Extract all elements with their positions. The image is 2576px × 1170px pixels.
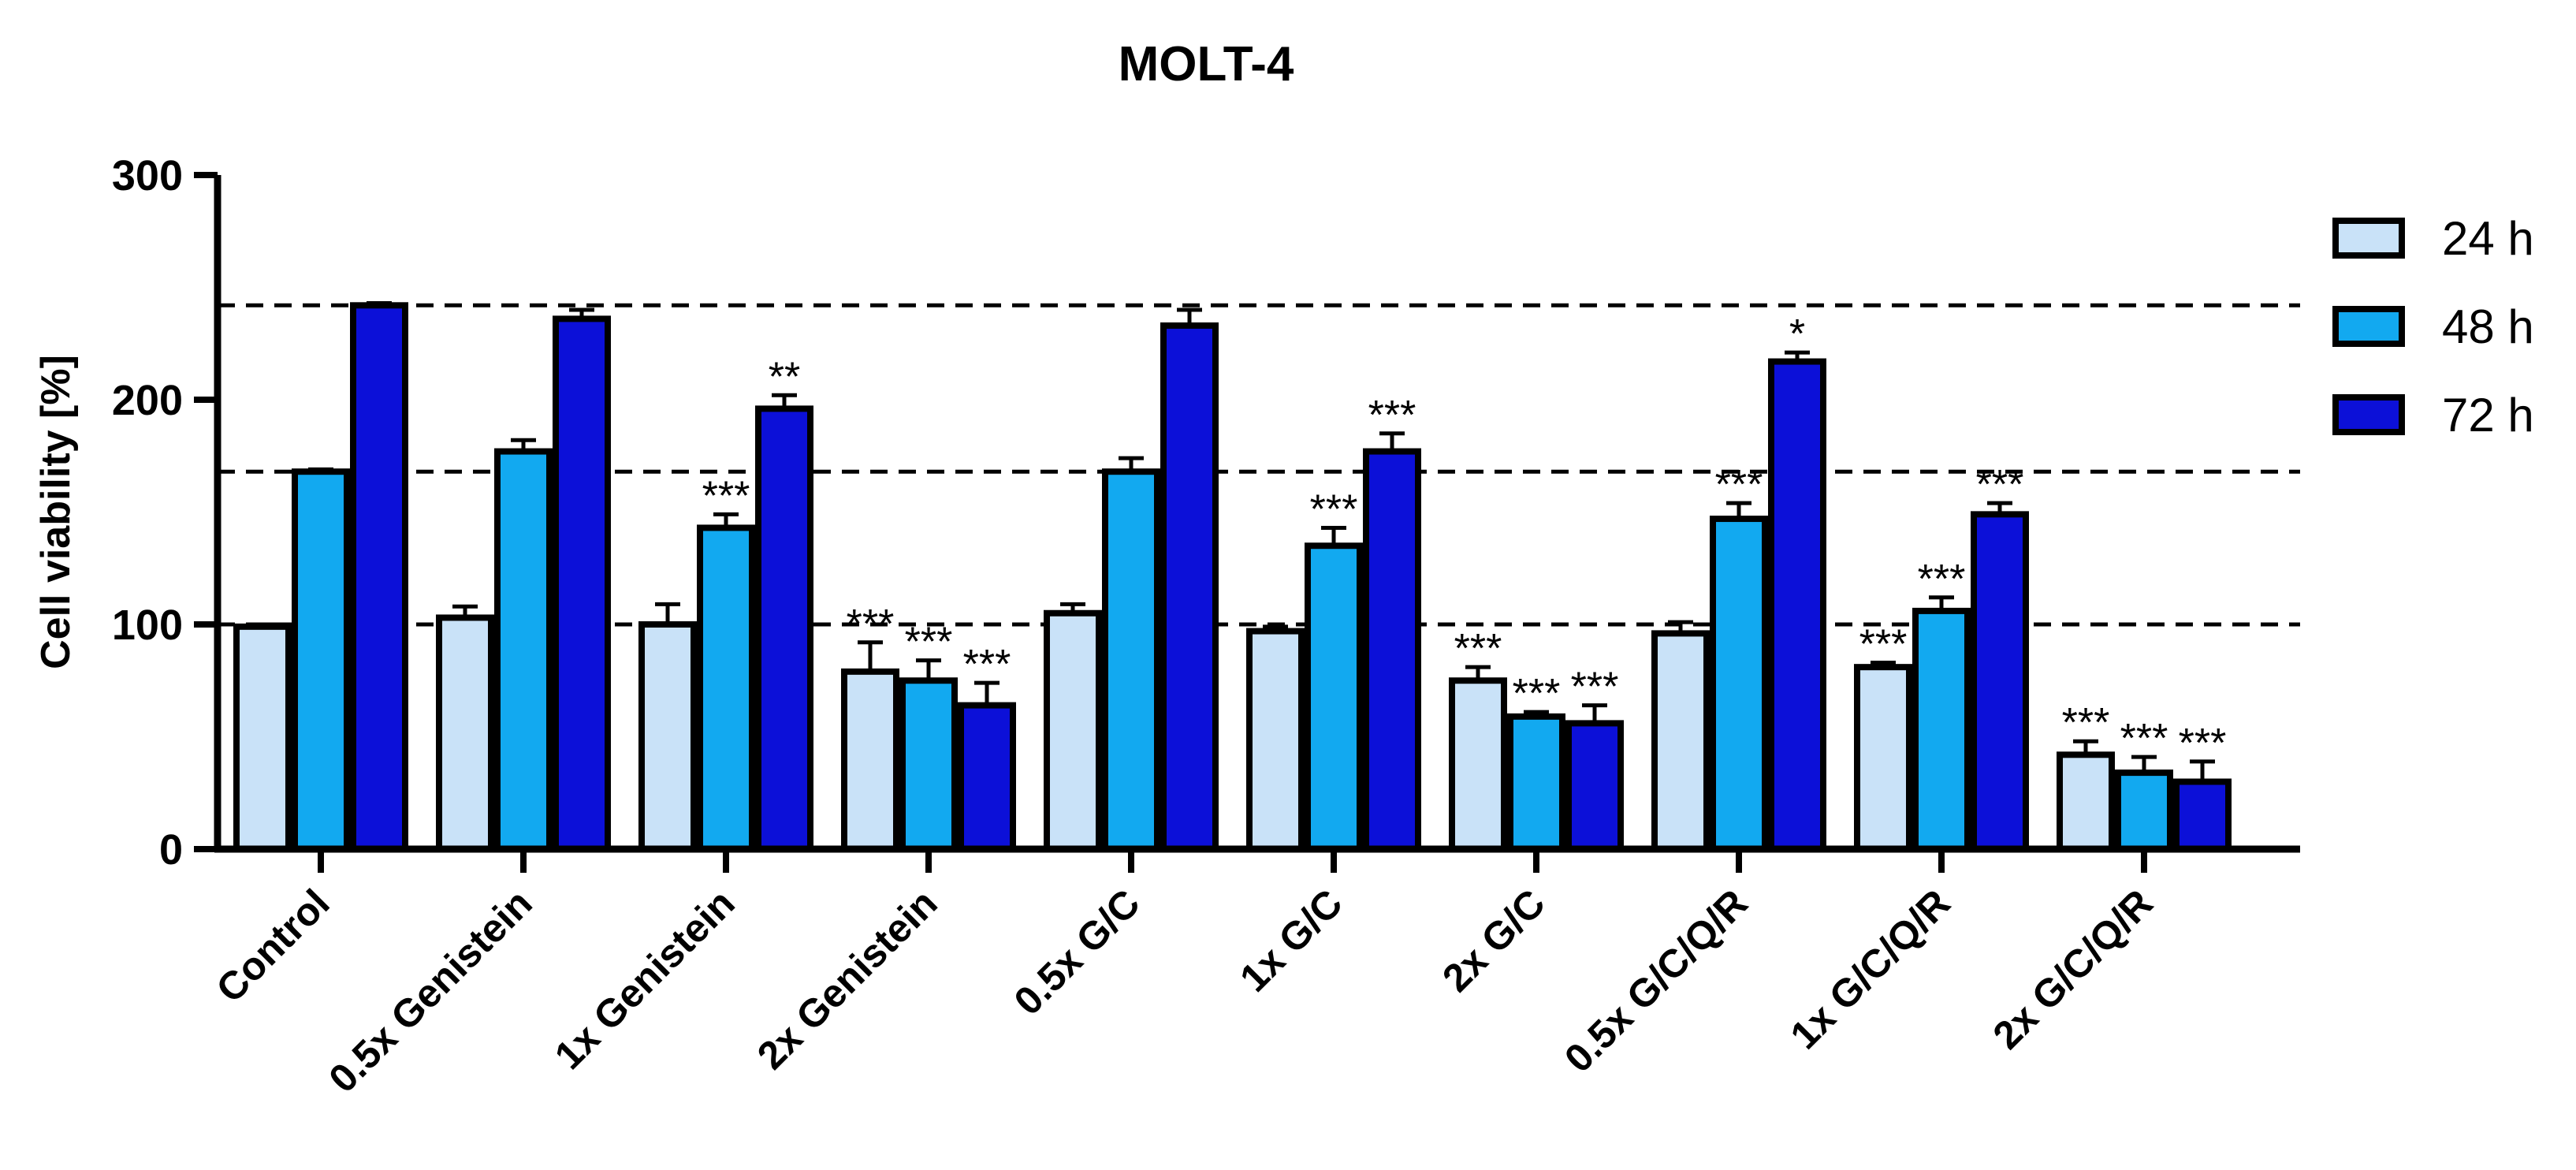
y-tick-label: 200 bbox=[112, 377, 183, 424]
x-tick-label: 2x G/C/Q/R bbox=[1984, 881, 2161, 1057]
significance-label: *** bbox=[1454, 626, 1502, 672]
x-tick-label: 0.5x G/C bbox=[1006, 881, 1148, 1023]
significance-label: *** bbox=[1368, 393, 1416, 438]
y-tick-label: 100 bbox=[112, 602, 183, 649]
legend: 24 h 48 h 72 h bbox=[2332, 212, 2534, 442]
y-axis-label: Cell viability [%] bbox=[33, 355, 79, 669]
significance-label: *** bbox=[2062, 700, 2110, 746]
bar bbox=[2173, 778, 2232, 852]
bar bbox=[1305, 542, 1363, 852]
x-tick-label: 1x G/C bbox=[1231, 881, 1351, 1000]
bar bbox=[958, 702, 1016, 852]
chart-title: MOLT-4 bbox=[1119, 37, 1294, 91]
significance-label: *** bbox=[847, 602, 895, 647]
bar bbox=[2115, 769, 2173, 852]
y-tick-label: 300 bbox=[112, 152, 183, 199]
legend-label: 24 h bbox=[2442, 212, 2534, 265]
significance-label: *** bbox=[1859, 621, 1908, 667]
bar bbox=[1768, 358, 1826, 852]
x-tick-label: Control bbox=[208, 881, 338, 1011]
x-tick-label: 2x G/C bbox=[1434, 881, 1554, 1000]
bar bbox=[1971, 511, 2029, 852]
significance-label: ** bbox=[769, 354, 800, 400]
bar bbox=[1912, 607, 1971, 853]
bar bbox=[755, 405, 813, 852]
bar bbox=[1507, 713, 1565, 852]
bar bbox=[1044, 609, 1102, 852]
bar bbox=[1246, 628, 1305, 852]
bar bbox=[841, 668, 899, 852]
bar bbox=[1651, 630, 1710, 853]
significance-label: *** bbox=[1571, 665, 1619, 710]
significance-label: *** bbox=[2179, 721, 2227, 766]
significance-label: *** bbox=[1918, 557, 1966, 602]
legend-label: 48 h bbox=[2442, 300, 2534, 353]
x-tick-label: 1x G/C/Q/R bbox=[1781, 881, 1958, 1057]
x-tick-label: 1x Genistein bbox=[546, 881, 743, 1078]
bar bbox=[292, 468, 350, 852]
bar bbox=[553, 315, 611, 852]
bar bbox=[1449, 677, 1507, 852]
bar bbox=[899, 677, 958, 852]
bar bbox=[1854, 664, 1912, 853]
bar bbox=[233, 623, 292, 852]
significance-label: *** bbox=[1976, 462, 2024, 508]
bar bbox=[2057, 751, 2115, 852]
legend-swatch bbox=[2332, 218, 2405, 259]
bar bbox=[697, 524, 755, 852]
bar bbox=[1710, 516, 1768, 852]
bar bbox=[494, 448, 553, 852]
plot-area: ****** **********************************… bbox=[33, 152, 2300, 1101]
significance-label: *** bbox=[1310, 486, 1358, 532]
significance-label: *** bbox=[1513, 671, 1561, 717]
legend-swatch bbox=[2332, 306, 2405, 347]
bar bbox=[638, 621, 697, 852]
significance-label: *** bbox=[905, 620, 953, 665]
significance-label: *** bbox=[963, 642, 1011, 687]
significance-label: *** bbox=[702, 473, 750, 519]
significance-label: *** bbox=[2120, 716, 2168, 762]
x-tick-label: 2x Genistein bbox=[749, 881, 946, 1078]
x-tick-label: 0.5x Genistein bbox=[320, 881, 540, 1101]
legend-swatch bbox=[2332, 394, 2405, 435]
bar bbox=[350, 302, 408, 852]
significance-label: * bbox=[1789, 311, 1805, 357]
x-tick-label: 0.5x G/C/Q/R bbox=[1556, 881, 1756, 1081]
legend-label: 72 h bbox=[2442, 389, 2534, 442]
bar bbox=[1102, 468, 1160, 852]
bar bbox=[1565, 720, 1624, 853]
bar bbox=[436, 614, 494, 852]
bar bbox=[1160, 322, 1219, 852]
y-tick-label: 0 bbox=[159, 826, 183, 874]
bar bbox=[1363, 448, 1421, 852]
significance-label: *** bbox=[1715, 462, 1763, 508]
